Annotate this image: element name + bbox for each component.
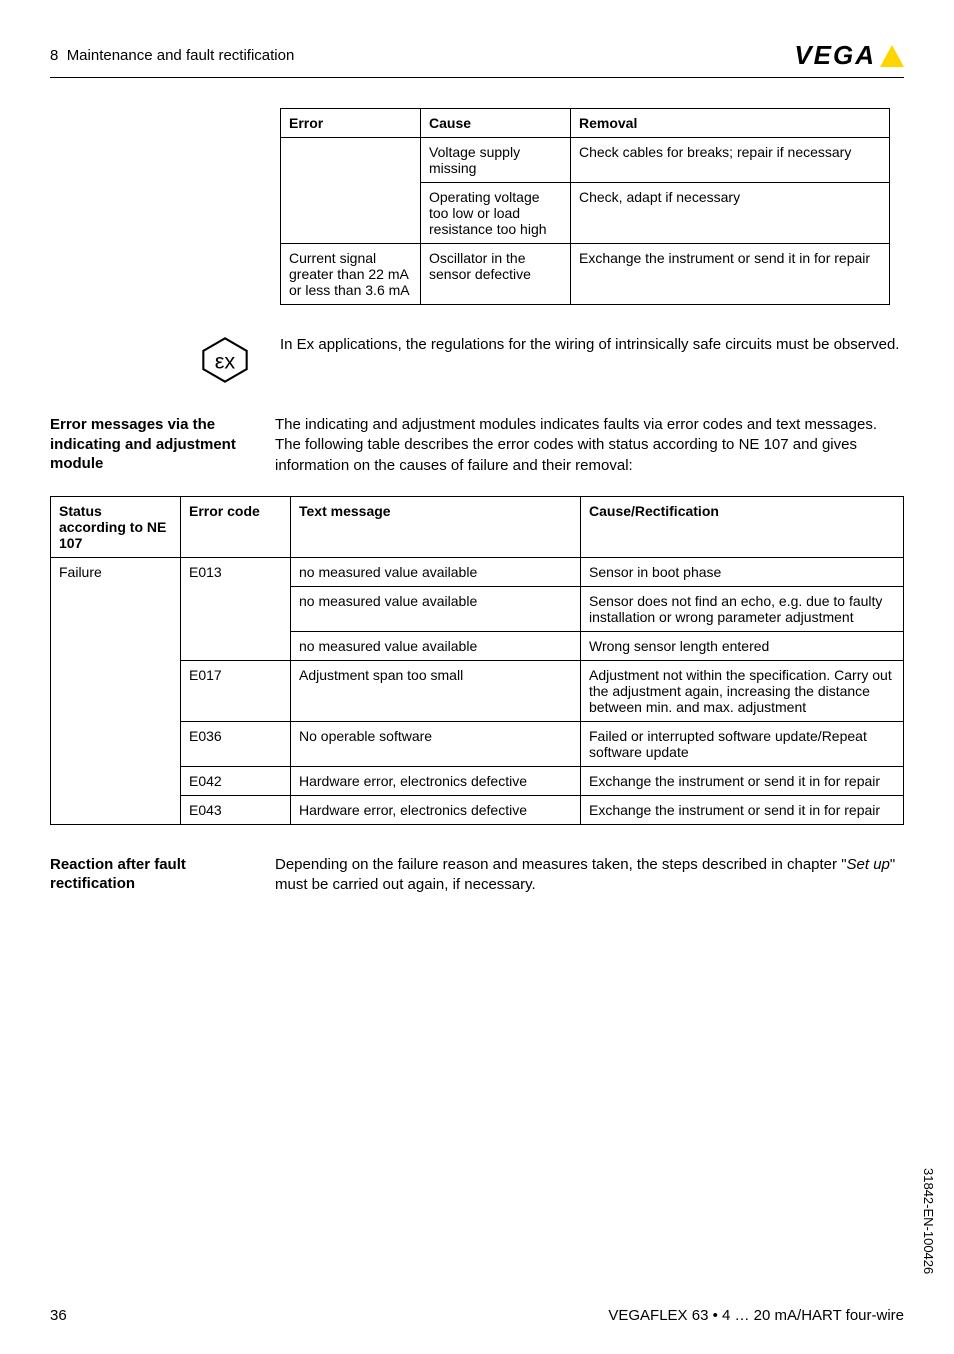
section-title: Maintenance and fault rectification [67,47,295,64]
table-header: Cause/Rectification [581,496,904,557]
table-cell: Adjustment span too small [291,660,581,721]
svg-text:εx: εx [215,348,236,373]
page-number: 36 [50,1307,67,1324]
logo-text: VEGA [794,40,876,71]
table-cell: Voltage supply missing [421,138,571,183]
error-cause-table: Error Cause Removal Voltage supply missi… [280,108,890,305]
table-cell: Hardware error, electronics defective [291,766,581,795]
vega-logo: VEGA [794,40,904,71]
table-cell: Wrong sensor length entered [581,631,904,660]
doc-title: VEGAFLEX 63 • 4 … 20 mA/HART four-wire [608,1307,904,1324]
table-header: Cause [421,109,571,138]
table-cell: Operating voltage too low or load resist… [421,183,571,244]
table-cell: E043 [181,795,291,824]
table-cell: Sensor in boot phase [581,557,904,586]
table-cell: Adjustment not within the specification.… [581,660,904,721]
table-cell: Exchange the instrument or send it in fo… [581,795,904,824]
reaction-body-italic: Set up [847,856,890,873]
table-cell: No operable software [291,721,581,766]
header-section: 8 Maintenance and fault rectification [50,47,294,64]
logo-prism-icon [880,45,904,67]
table-cell: Exchange the instrument or send it in fo… [581,766,904,795]
error-messages-body: The indicating and adjustment modules in… [275,415,904,476]
reaction-body: Depending on the failure reason and meas… [275,855,904,896]
page-footer: 36 VEGAFLEX 63 • 4 … 20 mA/HART four-wir… [50,1307,904,1324]
reaction-label: Reaction after fault rectification [50,855,275,894]
error-messages-label: Error messages via the indicating and ad… [50,415,275,474]
ex-note-section: εx In Ex applications, the regulations f… [200,335,904,385]
reaction-body-prefix: Depending on the failure reason and meas… [275,856,847,873]
table-cell: E036 [181,721,291,766]
table-row: Current signal greater than 22 mA or les… [281,244,890,305]
table-cell: Check cables for breaks; repair if neces… [571,138,890,183]
table-cell: Current signal greater than 22 mA or les… [281,244,421,305]
ex-note-text: In Ex applications, the regulations for … [280,335,899,355]
table-cell: E017 [181,660,291,721]
table-row: Failure E013 no measured value available… [51,557,904,586]
table-row: Voltage supply missing Check cables for … [281,138,890,183]
table-header: Error [281,109,421,138]
doc-id: 31842-EN-100426 [921,1168,936,1274]
table-cell: Oscillator in the sensor defective [421,244,571,305]
table-cell: no measured value available [291,586,581,631]
section-number: 8 [50,47,58,64]
table-cell: Failed or interrupted software update/Re… [581,721,904,766]
page-header: 8 Maintenance and fault rectification VE… [50,40,904,78]
table-cell: E013 [181,557,291,660]
table-cell: no measured value available [291,557,581,586]
error-messages-section: Error messages via the indicating and ad… [50,415,904,476]
table-header: Text message [291,496,581,557]
table-cell: Sensor does not find an echo, e.g. due t… [581,586,904,631]
table-header: Removal [571,109,890,138]
table-cell [281,138,421,244]
table-cell: no measured value available [291,631,581,660]
table-cell: Exchange the instrument or send it in fo… [571,244,890,305]
table-cell: Check, adapt if necessary [571,183,890,244]
table-cell: Hardware error, electronics defective [291,795,581,824]
table-header: Status according to NE 107 [51,496,181,557]
reaction-section: Reaction after fault rectification Depen… [50,855,904,896]
table-cell: E042 [181,766,291,795]
table-cell: Failure [51,557,181,824]
ex-hazard-icon: εx [200,335,250,385]
table-header: Error code [181,496,291,557]
error-code-table: Status according to NE 107 Error code Te… [50,496,904,825]
